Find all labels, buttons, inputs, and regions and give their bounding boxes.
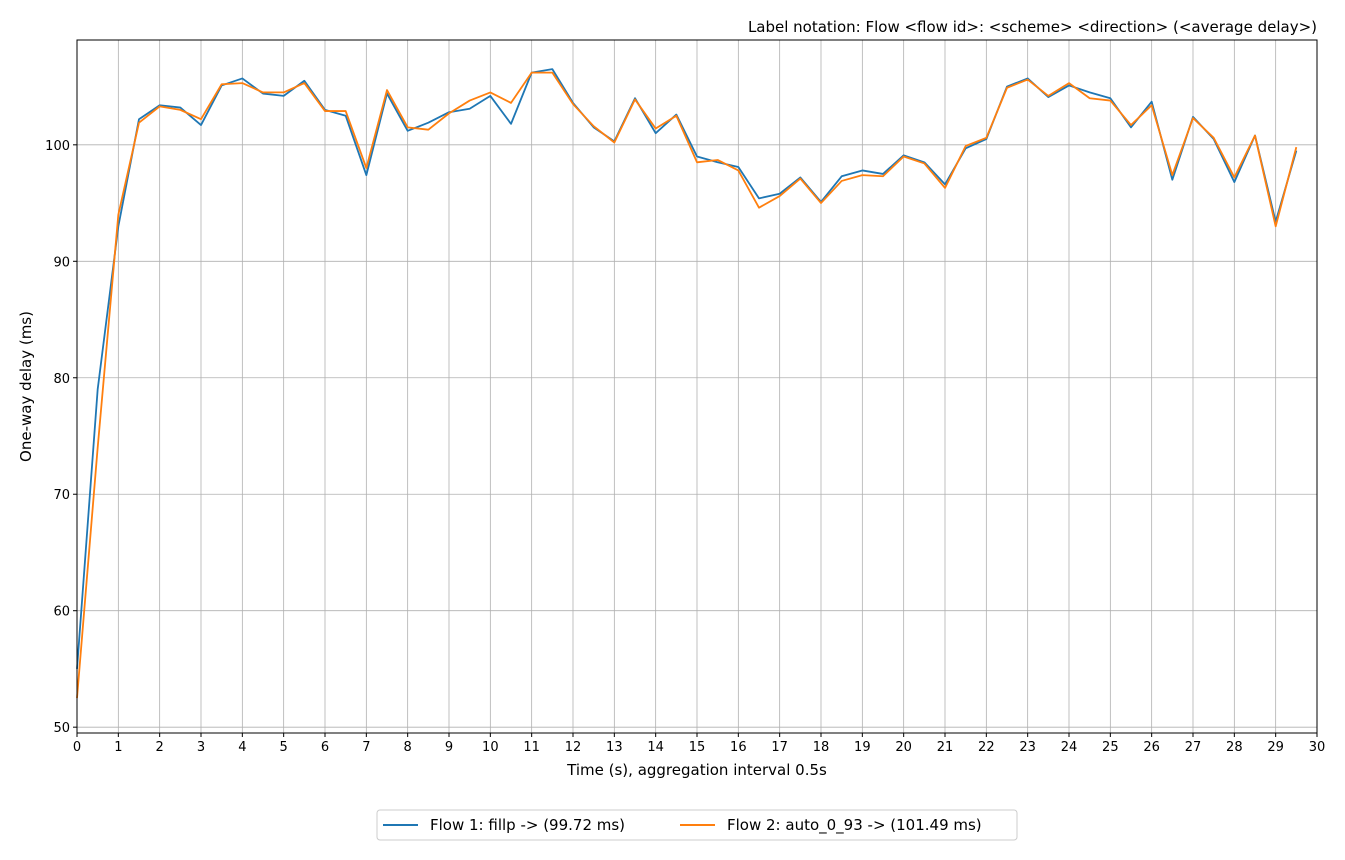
x-tick-label: 20 bbox=[895, 740, 912, 755]
y-tick-label: 80 bbox=[53, 372, 70, 387]
x-tick-label: 7 bbox=[362, 740, 370, 755]
x-tick-label: 13 bbox=[606, 740, 623, 755]
axis-ticks: 0 1 2 3 4 5 6 7 8 9 10 11 12 13 14 15 16 17 18 19 20 21 22 23 24… bbox=[45, 139, 1325, 755]
x-tick-label: 4 bbox=[238, 740, 246, 755]
x-tick-label: 8 bbox=[404, 740, 412, 755]
x-tick-label: 28 bbox=[1226, 740, 1243, 755]
x-tick-label: 23 bbox=[1019, 740, 1036, 755]
x-tick-label: 10 bbox=[482, 740, 499, 755]
x-tick-label: 29 bbox=[1267, 740, 1284, 755]
x-tick-label: 11 bbox=[523, 740, 540, 755]
x-tick-label: 9 bbox=[445, 740, 453, 755]
x-tick-label: 26 bbox=[1143, 740, 1160, 755]
x-tick-label: 22 bbox=[978, 740, 995, 755]
series-line-flow-1 bbox=[76, 68, 1298, 670]
x-tick-label: 17 bbox=[771, 740, 788, 755]
y-tick-label: 70 bbox=[53, 488, 70, 503]
x-tick-label: 21 bbox=[937, 740, 954, 755]
series-layer bbox=[76, 68, 1298, 699]
legend-entry-flow-2: Flow 2: auto_0_93 -> (101.49 ms) bbox=[727, 816, 982, 835]
y-tick-label: 60 bbox=[53, 605, 70, 620]
x-axis-label: Time (s), aggregation interval 0.5s bbox=[566, 761, 827, 779]
x-tick-label: 0 bbox=[73, 740, 81, 755]
legend: Flow 1: fillp -> (99.72 ms) Flow 2: auto… bbox=[376, 809, 1018, 841]
y-tick-label: 90 bbox=[53, 255, 70, 270]
chart-title: Label notation: Flow <flow id>: <scheme>… bbox=[748, 18, 1317, 36]
x-tick-label: 27 bbox=[1185, 740, 1202, 755]
x-tick-label: 16 bbox=[730, 740, 747, 755]
x-tick-label: 1 bbox=[114, 740, 122, 755]
y-tick-label: 100 bbox=[45, 139, 70, 154]
legend-entry-flow-1: Flow 1: fillp -> (99.72 ms) bbox=[430, 816, 625, 834]
x-tick-label: 24 bbox=[1061, 740, 1078, 755]
y-tick-label: 50 bbox=[53, 721, 70, 736]
series-line-flow-2 bbox=[76, 71, 1298, 699]
x-tick-label: 12 bbox=[565, 740, 582, 755]
x-tick-label: 15 bbox=[689, 740, 706, 755]
x-tick-label: 5 bbox=[280, 740, 288, 755]
x-tick-label: 14 bbox=[647, 740, 664, 755]
y-axis-label: One-way delay (ms) bbox=[17, 311, 35, 462]
grid-lines bbox=[76, 40, 1318, 733]
x-tick-label: 6 bbox=[321, 740, 329, 755]
x-tick-label: 25 bbox=[1102, 740, 1119, 755]
x-tick-label: 3 bbox=[197, 740, 205, 755]
x-tick-label: 19 bbox=[854, 740, 871, 755]
x-tick-label: 2 bbox=[156, 740, 164, 755]
x-tick-label: 18 bbox=[813, 740, 830, 755]
x-tick-label: 30 bbox=[1309, 740, 1326, 755]
